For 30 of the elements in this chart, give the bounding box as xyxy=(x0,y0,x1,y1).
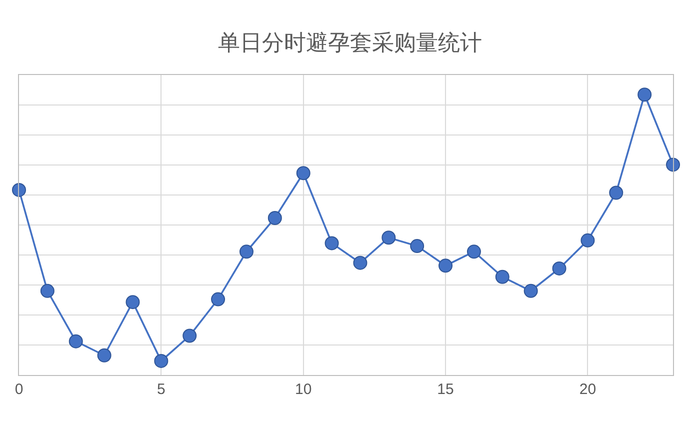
point xyxy=(239,244,254,259)
x-tick-label: 0 xyxy=(14,381,24,398)
point xyxy=(580,233,595,248)
point xyxy=(466,244,481,259)
point xyxy=(182,328,197,343)
x-tick-label: 15 xyxy=(437,381,454,398)
point xyxy=(609,186,624,200)
point xyxy=(552,261,566,276)
point xyxy=(324,236,339,250)
x-tick-label: 20 xyxy=(579,381,596,398)
point xyxy=(268,210,282,225)
point xyxy=(353,256,368,270)
x-tick-label: 10 xyxy=(295,381,312,398)
point xyxy=(296,166,310,180)
point xyxy=(68,334,83,348)
point xyxy=(40,284,54,298)
point xyxy=(524,284,538,298)
point xyxy=(410,239,424,254)
x-tick-label: 5 xyxy=(157,381,166,398)
point xyxy=(154,354,168,368)
chart-title: 单日分时避孕套采购量统计 xyxy=(218,30,482,56)
point xyxy=(382,230,396,245)
point xyxy=(97,348,112,362)
point xyxy=(438,258,453,273)
point xyxy=(638,88,652,102)
point xyxy=(211,292,226,306)
point xyxy=(666,158,680,172)
point xyxy=(12,182,26,197)
point xyxy=(495,270,510,284)
point xyxy=(126,295,140,310)
